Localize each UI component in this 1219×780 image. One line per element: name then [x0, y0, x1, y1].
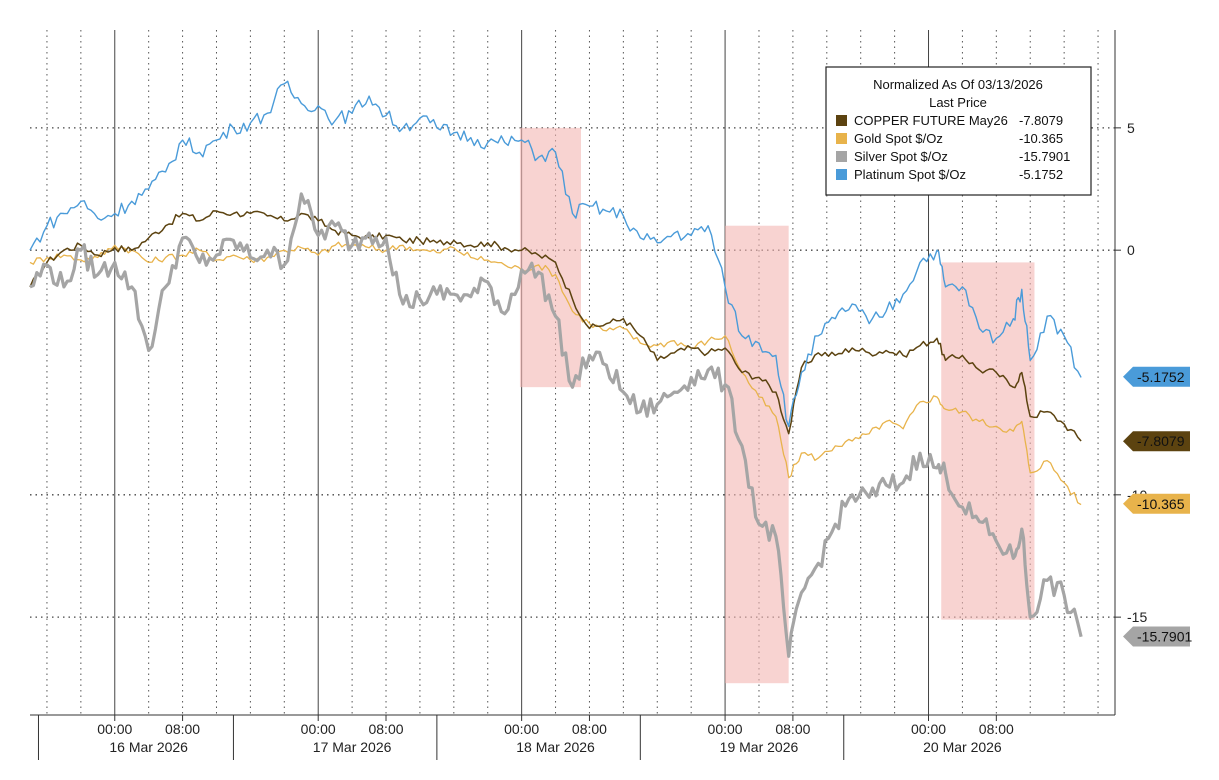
highlight-band: [941, 262, 1035, 620]
legend-series-value: -5.1752: [1019, 167, 1063, 182]
last-price-tag-label: -7.8079: [1137, 433, 1185, 449]
series-line-silver-spot-oz: [29, 192, 1083, 658]
legend-series-value: -15.7901: [1019, 149, 1070, 164]
x-tick-label: 00:00: [301, 721, 336, 737]
last-price-tag: [1123, 493, 1190, 514]
highlight-band: [725, 225, 789, 684]
series-layer: [29, 80, 1083, 658]
legend-swatch: [836, 151, 847, 162]
legend-series-name: COPPER FUTURE May26: [854, 113, 1008, 128]
y-tick-label: 0: [1127, 242, 1135, 258]
x-tick-label: 00:00: [911, 721, 946, 737]
legend-series-name: Platinum Spot $/Oz: [854, 167, 966, 182]
x-tick-label: 00:00: [97, 721, 132, 737]
x-tick-label: 08:00: [775, 721, 810, 737]
date-label: 18 Mar 2026: [516, 739, 595, 755]
last-price-tag: [1123, 626, 1190, 647]
last-price-tag: [1123, 431, 1190, 452]
date-label: 16 Mar 2026: [109, 739, 188, 755]
x-tick-label: 00:00: [708, 721, 743, 737]
last-price-tag-label: -5.1752: [1137, 369, 1185, 385]
date-label: 19 Mar 2026: [720, 739, 799, 755]
highlight-band: [519, 127, 581, 388]
date-label: 17 Mar 2026: [313, 739, 392, 755]
legend-subtitle: Last Price: [929, 95, 987, 110]
legend-swatch: [836, 133, 847, 144]
x-tick-label: 00:00: [504, 721, 539, 737]
last-price-tag: [1123, 366, 1190, 387]
x-tick-label: 08:00: [165, 721, 200, 737]
legend-items: COPPER FUTURE May26 -7.8079 Gold Spot $/Oz…: [836, 113, 1070, 182]
legend-title: Normalized As Of 03/13/2026: [873, 77, 1043, 92]
series-line-platinum-spot-oz: [29, 80, 1082, 427]
legend-series-name: Gold Spot $/Oz: [854, 131, 943, 146]
legend-series-value: -7.8079: [1019, 113, 1063, 128]
x-tick-label: 08:00: [979, 721, 1014, 737]
bottom-axis: 00:00 08:00 00:00 08:00 00:00 08:00 00:00 08:00…: [30, 714, 1115, 760]
last-price-tag-label: -15.7901: [1137, 628, 1192, 644]
y-tick-label: -15: [1127, 609, 1147, 625]
last-price-tag-label: -10.365: [1137, 496, 1185, 512]
highlight-bands: [519, 127, 1035, 684]
legend-series-name: Silver Spot $/Oz: [854, 149, 948, 164]
legend-swatch: [836, 115, 847, 126]
x-tick-label: 08:00: [368, 721, 403, 737]
legend-series-value: -10.365: [1019, 131, 1063, 146]
x-tick-label: 08:00: [572, 721, 607, 737]
date-label: 20 Mar 2026: [923, 739, 1002, 755]
y-tick-label: 5: [1127, 120, 1135, 136]
series-line-copper-future-may26: [29, 210, 1082, 442]
legend-box: Normalized As Of 03/13/2026 Last Price C…: [825, 66, 1092, 196]
legend-swatch: [836, 169, 847, 180]
last-price-tags: -7.8079 -10.365 -15.7901 -5.1752: [1123, 366, 1192, 647]
